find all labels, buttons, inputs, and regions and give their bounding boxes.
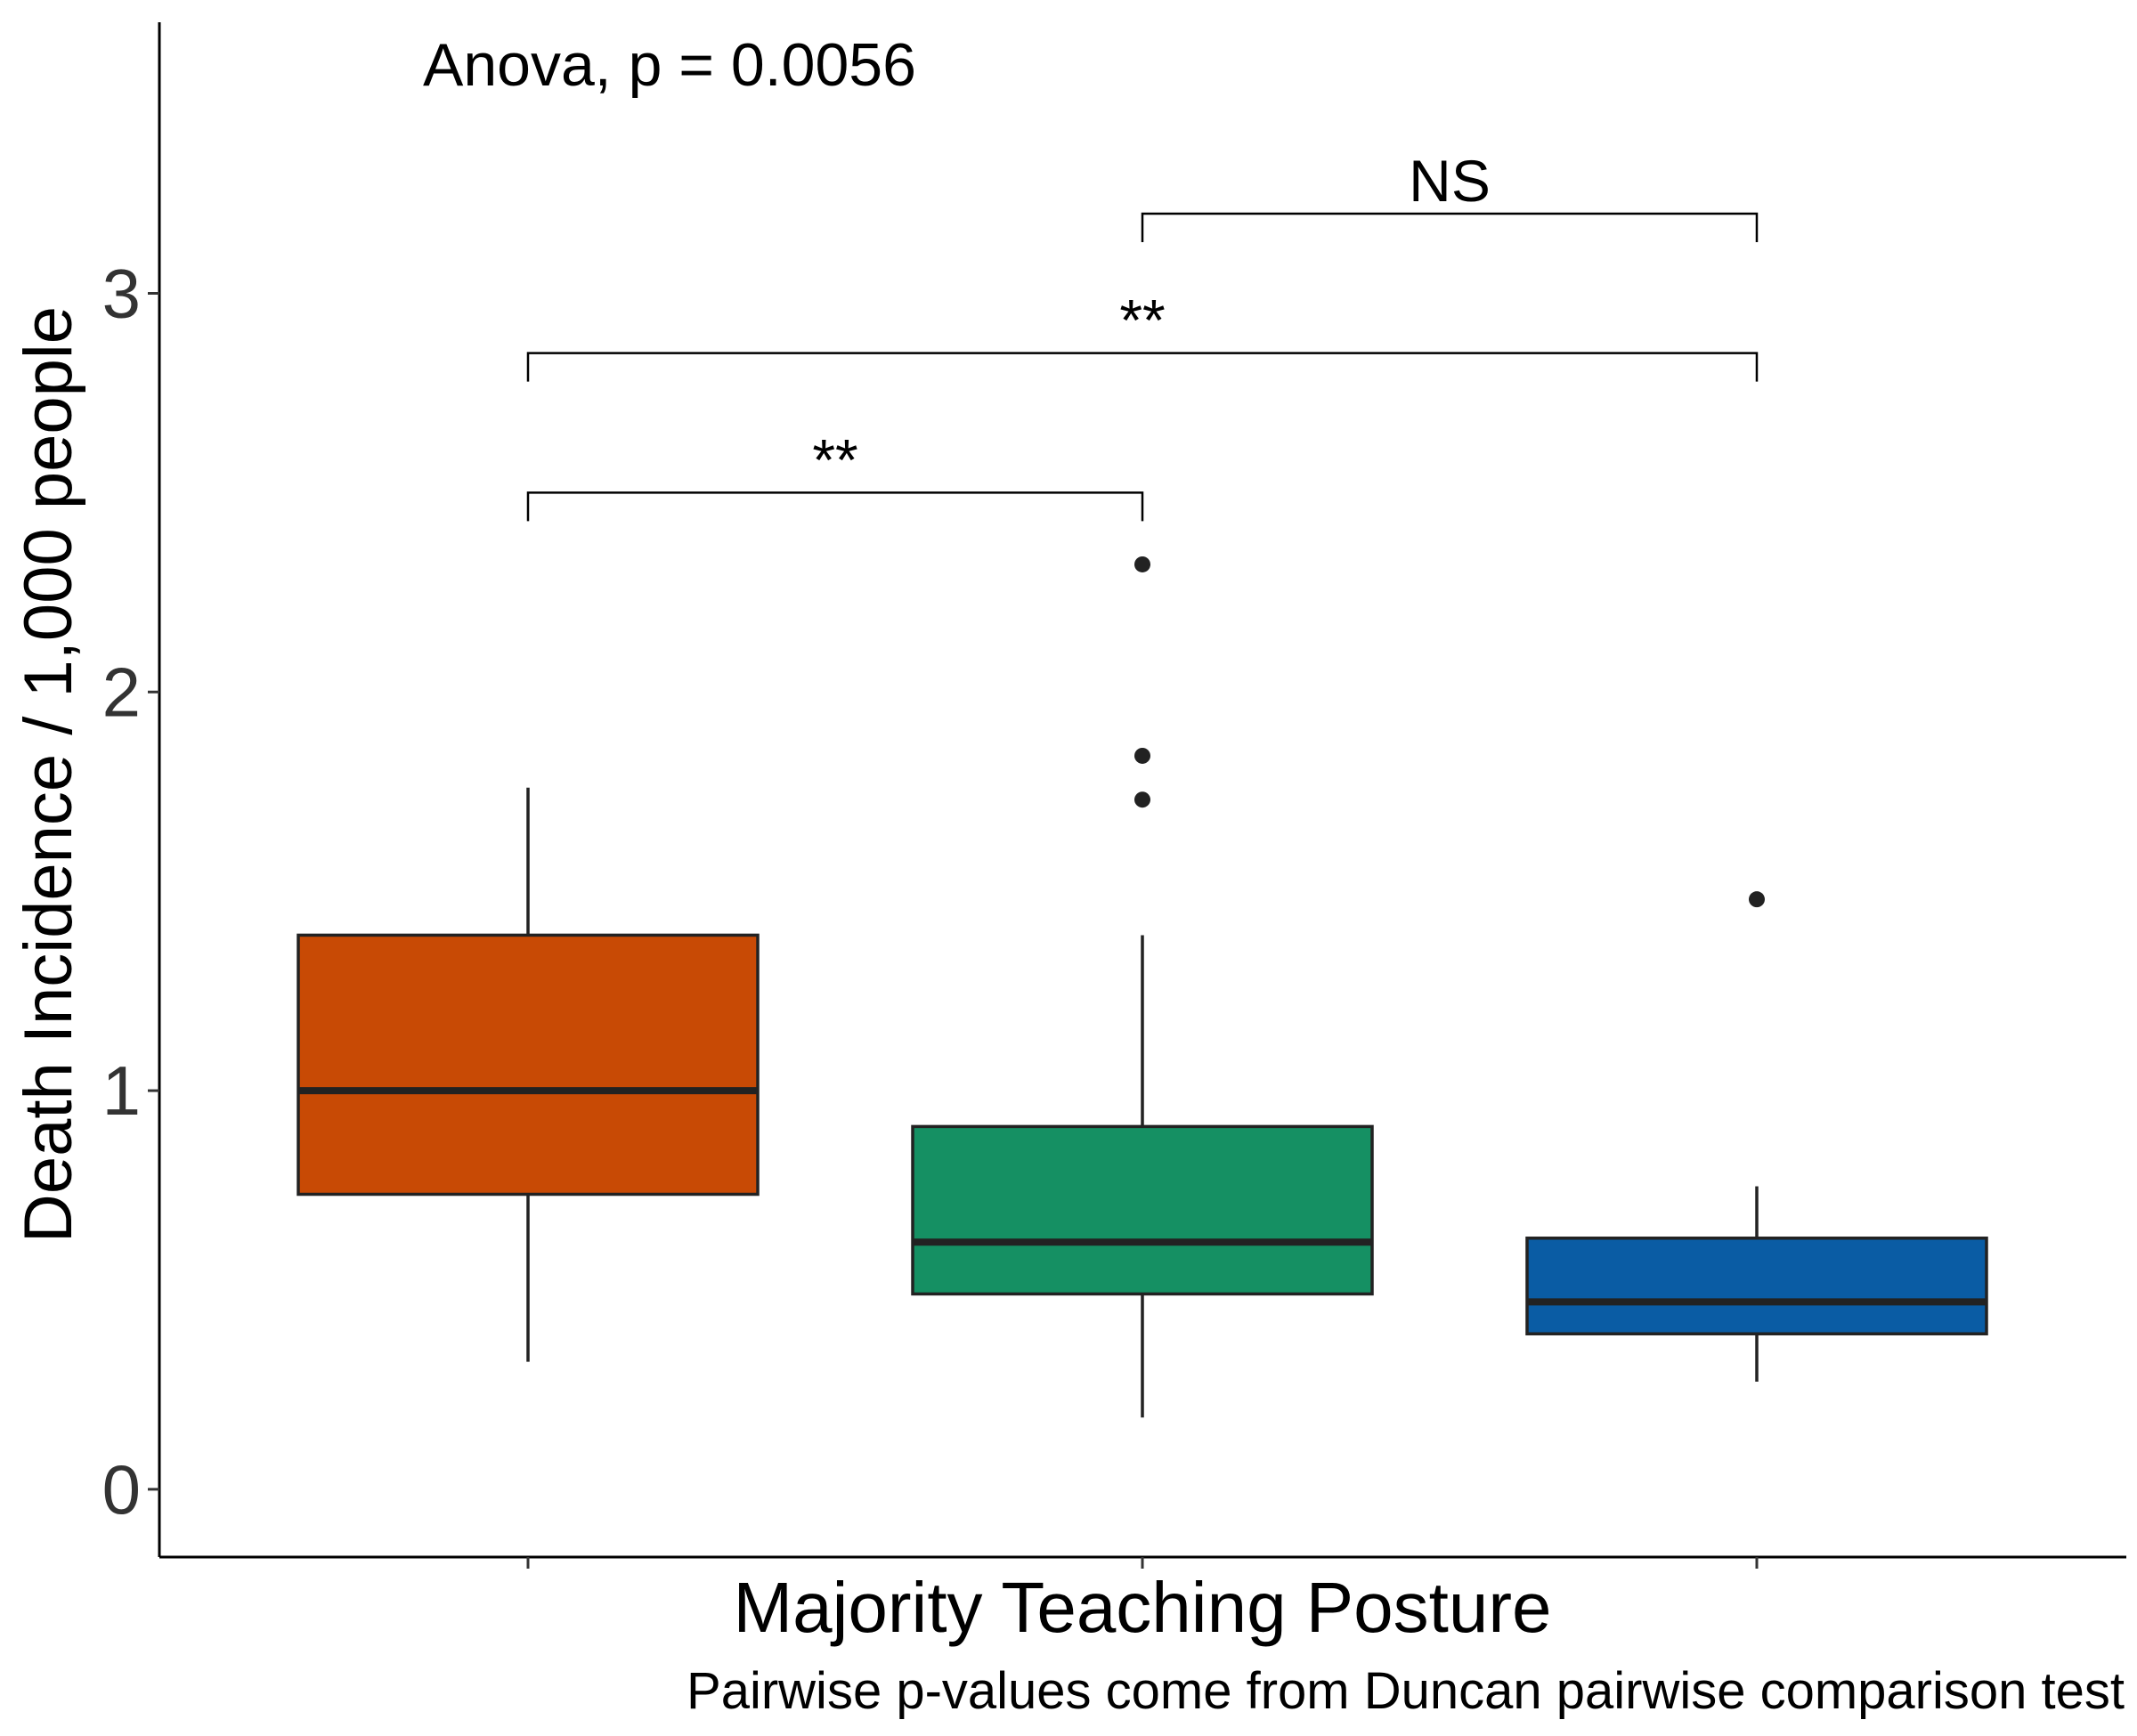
y-axis-title: Death Incidence / 1,000 people [11,306,86,1243]
significance-label: ** [1119,288,1165,353]
y-tick-label: 1 [102,1051,141,1130]
box-group-1 [297,787,760,1362]
outlier-point [1134,747,1150,764]
box-group-2 [911,556,1374,1418]
outlier-point [1134,556,1150,572]
outlier-point [1134,791,1150,808]
y-tick-label: 3 [102,254,141,332]
y-tick-label: 0 [102,1450,141,1529]
box [911,1124,1374,1296]
significance-bracket: ** [526,288,1759,382]
significance-label: NS [1409,148,1491,214]
bracket-line [526,352,1759,382]
significance-label: ** [812,426,857,492]
outlier-point [1749,891,1765,908]
box-group-3 [1525,891,1988,1382]
significance-bracket: ** [526,426,1144,522]
caption: Pairwise p-values come from Duncan pairw… [687,1662,2125,1720]
significance-bracket: NS [1141,148,1759,242]
anova-annotation: Anova, p = 0.0056 [423,31,916,99]
bracket-line [1141,212,1759,242]
bracket-line [526,491,1144,522]
x-axis-title: Majority Teaching Posture [734,1568,1552,1647]
box [1525,1237,1988,1335]
y-tick-label: 2 [102,653,141,731]
box [297,933,760,1197]
